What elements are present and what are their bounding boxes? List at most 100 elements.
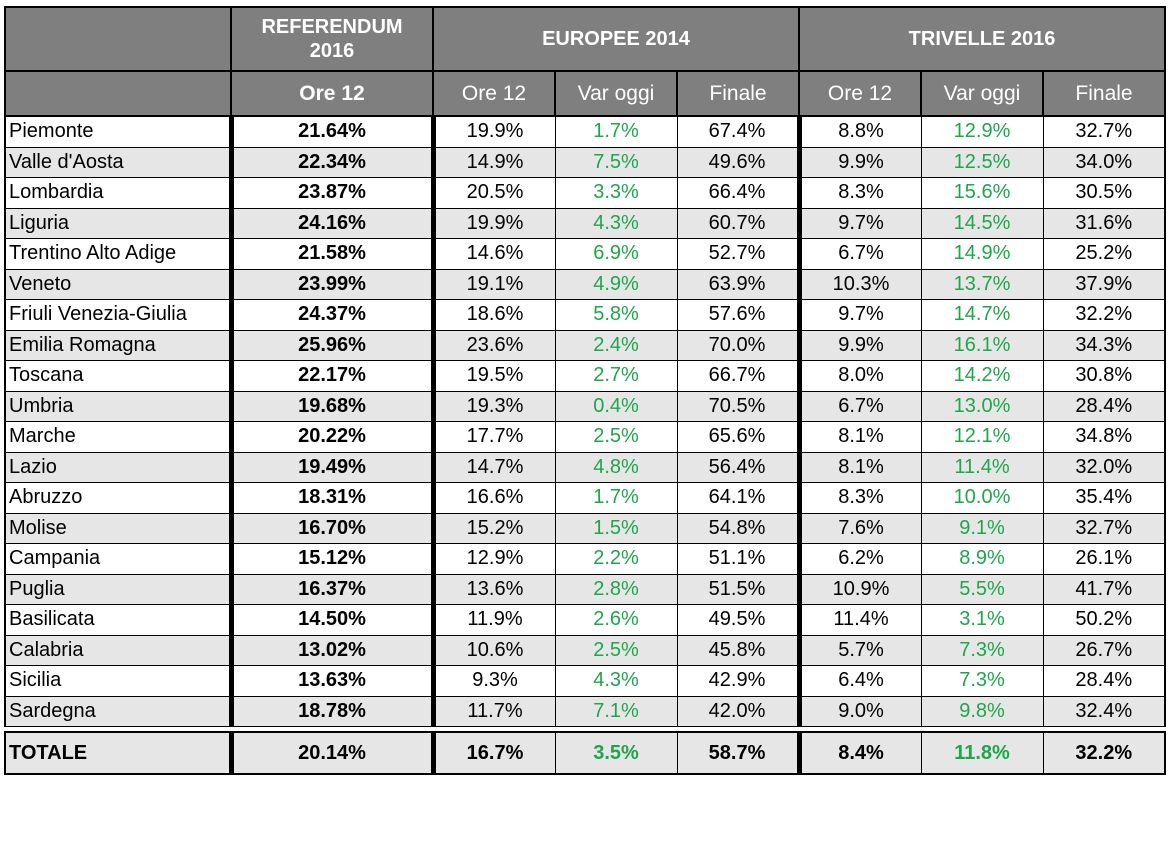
table-row: Basilicata 14.50% 11.9% 2.6% 49.5% 11.4% 3.1% 5… — [4, 604, 1167, 636]
cell-region: Lazio — [4, 451, 232, 483]
cell-ref-ore12: 15.12% — [228, 543, 436, 575]
table-row: Emilia Romagna 25.96% 23.6% 2.4% 70.0% 9.9% 16… — [4, 329, 1167, 361]
cell-ref-ore12: 24.37% — [228, 299, 436, 331]
cell-region: Sicilia — [4, 665, 232, 697]
cell-eu-var: 7.1% — [554, 695, 678, 727]
cell-eu-ore12: 11.7% — [432, 695, 556, 727]
cell-eu-var: 2.6% — [554, 604, 678, 636]
table-row: Lazio 19.49% 14.7% 4.8% 56.4% 8.1% 11.4% 32.0% — [4, 451, 1167, 483]
cell-tr-finale: 26.7% — [1042, 634, 1167, 666]
cell-tr-finale: 34.3% — [1042, 329, 1167, 361]
cell-ref-ore12: 23.87% — [228, 177, 436, 209]
cell-tr-ore12: 8.0% — [796, 360, 922, 392]
cell-tr-ore12: 9.0% — [796, 695, 922, 727]
cell-eu-finale: 52.7% — [676, 238, 800, 270]
cell-tr-var: 5.5% — [920, 573, 1044, 605]
total-row: TOTALE 20.14% 16.7% 3.5% 58.7% 8.4% 11.8% 32.2% — [4, 731, 1167, 775]
cell-ref-ore12: 13.02% — [228, 634, 436, 666]
cell-eu-finale: 64.1% — [676, 482, 800, 514]
cell-ref-ore12: 22.17% — [228, 360, 436, 392]
cell-tr-finale: 34.8% — [1042, 421, 1167, 453]
cell-tr-var: 7.3% — [920, 665, 1044, 697]
turnout-table: REFERENDUM 2016 EUROPEE 2014 TRIVELLE 20… — [4, 6, 1167, 775]
cell-eu-finale: 65.6% — [676, 421, 800, 453]
group-header-trivelle: TRIVELLE 2016 — [797, 6, 1167, 72]
cell-tr-ore12: 9.7% — [796, 207, 922, 239]
cell-tr-finale: 32.7% — [1042, 512, 1167, 544]
cell-tr-ore12: 9.9% — [796, 146, 922, 178]
cell-eu-finale: 66.7% — [676, 360, 800, 392]
table-row: Puglia 16.37% 13.6% 2.8% 51.5% 10.9% 5.5% 41.7% — [4, 573, 1167, 605]
cell-ref-ore12: 14.50% — [228, 604, 436, 636]
cell-eu-var: 2.5% — [554, 421, 678, 453]
cell-eu-var: 2.7% — [554, 360, 678, 392]
total-spacer-cell — [5, 726, 1166, 732]
cell-eu-finale: 49.5% — [676, 604, 800, 636]
cell-tr-finale: 30.8% — [1042, 360, 1167, 392]
table-row: Sardegna 18.78% 11.7% 7.1% 42.0% 9.0% 9.8% 32.4… — [4, 695, 1167, 727]
cell-eu-ore12: 17.7% — [432, 421, 556, 453]
cell-eu-finale: 57.6% — [676, 299, 800, 331]
cell-tr-ore12: 9.9% — [796, 329, 922, 361]
cell-eu-finale: 51.5% — [676, 573, 800, 605]
cell-tr-finale: 34.0% — [1042, 146, 1167, 178]
cell-region: Umbria — [4, 390, 232, 422]
cell-region: Emilia Romagna — [4, 329, 232, 361]
cell-tr-var: 9.8% — [920, 695, 1044, 727]
cell-tr-finale: 25.2% — [1042, 238, 1167, 270]
cell-tr-ore12: 5.7% — [796, 634, 922, 666]
cell-tr-ore12: 11.4% — [796, 604, 922, 636]
cell-eu-ore12: 20.5% — [432, 177, 556, 209]
cell-eu-var: 5.8% — [554, 299, 678, 331]
cell-tr-ore12: 6.4% — [796, 665, 922, 697]
cell-tr-var: 15.6% — [920, 177, 1044, 209]
cell-tr-var: 14.2% — [920, 360, 1044, 392]
cell-eu-ore12: 18.6% — [432, 299, 556, 331]
cell-tr-ore12: 8.1% — [796, 421, 922, 453]
cell-eu-finale: 70.5% — [676, 390, 800, 422]
cell-eu-finale: 51.1% — [676, 543, 800, 575]
cell-tr-finale: 28.4% — [1042, 390, 1167, 422]
cell-tr-finale: 30.5% — [1042, 177, 1167, 209]
cell-eu-ore12: 11.9% — [432, 604, 556, 636]
cell-ref-ore12: 19.49% — [228, 451, 436, 483]
cell-region: Marche — [4, 421, 232, 453]
cell-tr-var: 11.4% — [920, 451, 1044, 483]
cell-ref-ore12: 21.64% — [228, 115, 436, 148]
cell-eu-var: 4.8% — [554, 451, 678, 483]
group-header-europee: EUROPEE 2014 — [432, 6, 800, 72]
cell-eu-var: 4.3% — [554, 207, 678, 239]
header-corner — [4, 6, 232, 72]
total-tr-ore12: 8.4% — [796, 731, 922, 775]
table-row: Trentino Alto Adige 21.58% 14.6% 6.9% 52.7% 6… — [4, 238, 1167, 270]
cell-eu-ore12: 19.3% — [432, 390, 556, 422]
cell-ref-ore12: 23.99% — [228, 268, 436, 300]
cell-tr-ore12: 10.3% — [796, 268, 922, 300]
cell-tr-finale: 32.4% — [1042, 695, 1167, 727]
total-eu-ore12: 16.7% — [432, 731, 556, 775]
cell-ref-ore12: 18.78% — [228, 695, 436, 727]
cell-ref-ore12: 25.96% — [228, 329, 436, 361]
cell-tr-var: 12.1% — [920, 421, 1044, 453]
column-header-row: Ore 12 Ore 12 Var oggi Finale Ore 12 Var… — [4, 70, 1167, 117]
header-region — [4, 70, 232, 117]
total-tr-var: 11.8% — [920, 731, 1044, 775]
group-header-referendum-label: REFERENDUM 2016 — [261, 16, 403, 62]
cell-region: Lombardia — [4, 177, 232, 209]
cell-region: Calabria — [4, 634, 232, 666]
header-eu-ore12: Ore 12 — [432, 70, 556, 117]
cell-region: Sardegna — [4, 695, 232, 727]
cell-eu-ore12: 15.2% — [432, 512, 556, 544]
cell-region: Basilicata — [4, 604, 232, 636]
cell-tr-ore12: 6.7% — [796, 238, 922, 270]
cell-eu-ore12: 23.6% — [432, 329, 556, 361]
cell-eu-var: 1.7% — [554, 482, 678, 514]
header-tr-var: Var oggi — [920, 70, 1044, 117]
cell-tr-ore12: 9.7% — [796, 299, 922, 331]
cell-tr-ore12: 8.8% — [796, 115, 922, 148]
table-row: Abruzzo 18.31% 16.6% 1.7% 64.1% 8.3% 10.0% 35.4… — [4, 482, 1167, 514]
cell-tr-var: 12.5% — [920, 146, 1044, 178]
cell-eu-var: 1.5% — [554, 512, 678, 544]
cell-tr-ore12: 8.3% — [796, 482, 922, 514]
cell-region: Friuli Venezia-Giulia — [4, 299, 232, 331]
